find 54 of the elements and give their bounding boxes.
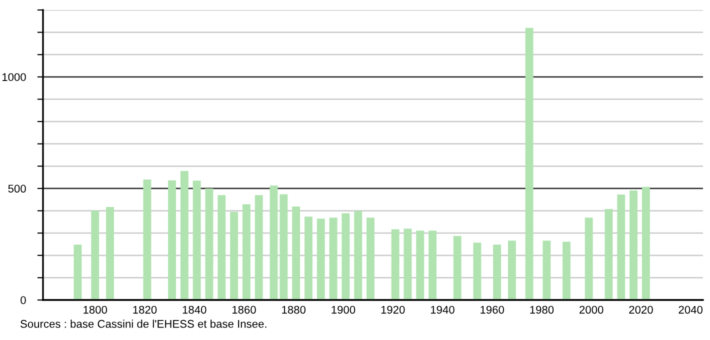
- bar: [270, 186, 278, 300]
- bar: [642, 186, 650, 300]
- bar: [366, 218, 374, 300]
- x-tick-label: 1860: [232, 306, 256, 314]
- bar: [74, 244, 82, 300]
- bar: [416, 230, 424, 300]
- bar: [525, 28, 534, 300]
- x-tick-label: 1900: [332, 306, 356, 314]
- x-tick-label: 1840: [182, 306, 206, 314]
- x-tick-label: 2040: [678, 306, 703, 314]
- bar: [168, 180, 176, 300]
- bar: [280, 194, 288, 300]
- x-tick-label: 1880: [282, 306, 306, 314]
- bar: [242, 204, 250, 300]
- bar: [192, 180, 201, 300]
- x-tick-label: 1920: [381, 306, 405, 314]
- bar: [304, 216, 312, 300]
- bar: [230, 212, 238, 300]
- bar: [404, 228, 412, 300]
- bar: [91, 210, 100, 300]
- bar: [354, 210, 362, 300]
- x-tick-label: 1940: [430, 306, 454, 314]
- bar: [630, 190, 638, 300]
- y-tick-label: 1000: [2, 73, 26, 82]
- bar: [292, 206, 300, 300]
- bar: [391, 229, 400, 300]
- bar: [428, 230, 437, 300]
- x-tick-label: 2020: [629, 306, 653, 314]
- bar: [473, 242, 482, 300]
- bar: [584, 218, 593, 300]
- y-tick-label: 500: [8, 184, 26, 193]
- bar: [106, 206, 114, 300]
- bar: [180, 171, 188, 300]
- bar: [542, 240, 551, 300]
- bar: [508, 240, 516, 300]
- bar: [342, 213, 350, 300]
- x-tick-label: 1800: [84, 306, 108, 314]
- bar: [453, 236, 462, 300]
- bar: [493, 244, 502, 300]
- bar: [143, 180, 152, 300]
- x-tick-label: 2000: [580, 306, 604, 314]
- bar: [329, 218, 338, 300]
- source-note: Sources : base Cassini de l'EHESS et base Insee.: [20, 320, 266, 328]
- bar: [205, 188, 214, 300]
- bar: [562, 242, 571, 300]
- bar: [604, 208, 613, 300]
- bar: [617, 194, 626, 300]
- bar: [316, 218, 325, 300]
- bar: [218, 195, 226, 300]
- bar: [254, 195, 263, 300]
- y-tick-label: 0: [20, 296, 26, 304]
- x-tick-label: 1960: [480, 306, 504, 314]
- x-tick-label: 1820: [133, 306, 157, 314]
- x-tick-label: 1980: [530, 306, 554, 314]
